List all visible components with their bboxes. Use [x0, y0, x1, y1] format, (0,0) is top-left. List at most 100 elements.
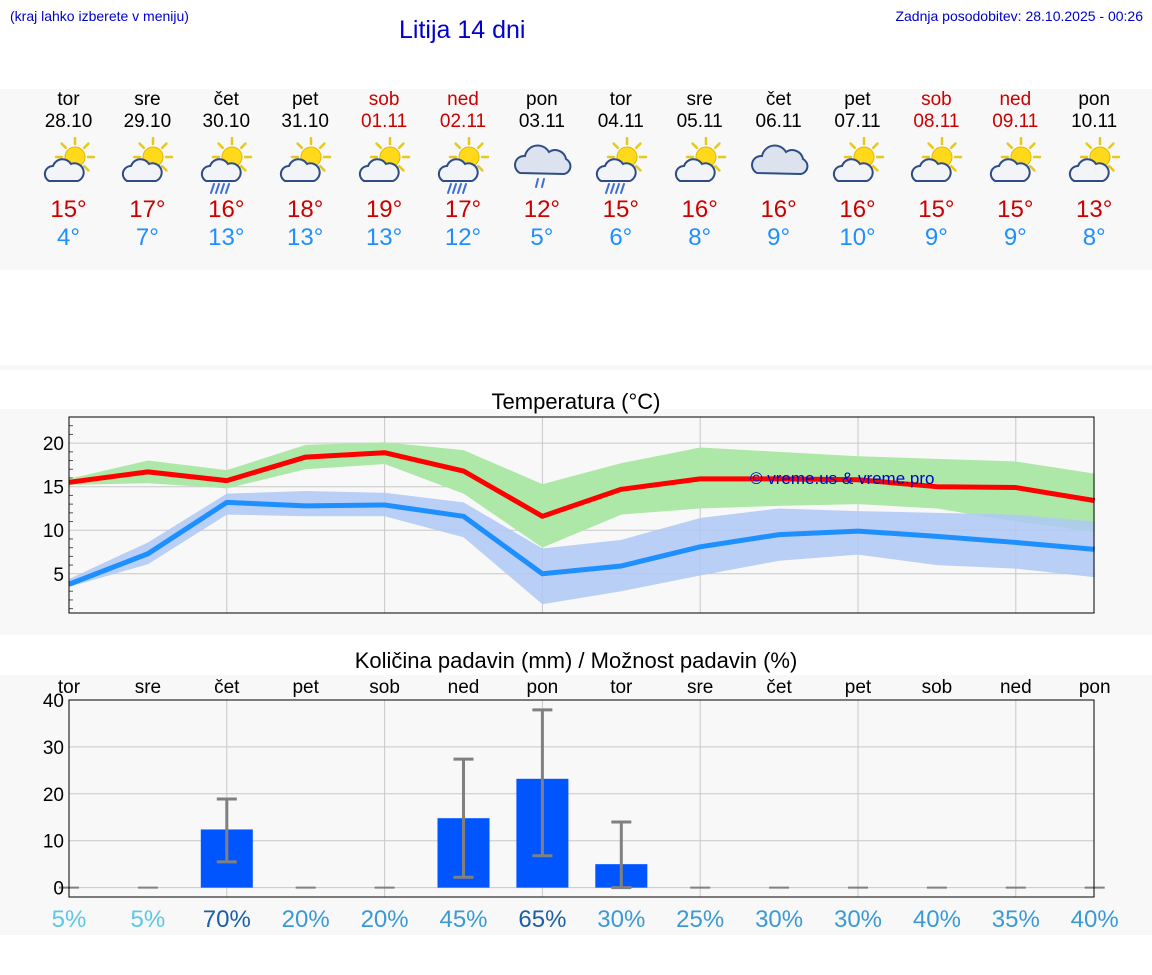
y-tick-label: 10	[43, 521, 64, 542]
day-date: 04.11	[597, 111, 644, 132]
day-name: čet	[765, 89, 792, 110]
forecast-day: čet 06.11 16° 9°	[739, 89, 818, 252]
precip-chance-label: 35%	[992, 906, 1040, 933]
temp-max: 17°	[129, 196, 166, 223]
day-date: 03.11	[518, 111, 565, 132]
y-tick-label: 15	[43, 478, 64, 499]
temp-min: 9°	[767, 224, 791, 251]
temp-max: 16°	[208, 196, 245, 223]
x-category-label: čet	[214, 677, 240, 698]
forecast-day: ned 02.11 17° 12°	[424, 89, 503, 252]
temp-min: 4°	[57, 224, 80, 251]
day-name: tor	[57, 89, 80, 110]
partly-sunny-icon	[122, 137, 174, 182]
partly-sunny-icon	[990, 137, 1042, 182]
temp-min: 8°	[1082, 224, 1106, 251]
plot-frame	[68, 416, 1095, 614]
cloudy-icon	[750, 144, 809, 176]
temp-min: 13°	[287, 224, 324, 251]
temp-min: 7°	[135, 224, 159, 251]
sun-rain-icon	[201, 137, 253, 194]
partly-sunny-icon	[280, 137, 332, 182]
day-name: tor	[609, 89, 632, 110]
x-category-label: sre	[135, 677, 161, 698]
temp-min: 13°	[365, 224, 403, 251]
temp-max: 12°	[523, 196, 561, 223]
range-band-max	[69, 442, 1095, 548]
x-category-label: čet	[766, 677, 792, 698]
series-line-min	[68, 499, 1095, 587]
page-title: Litija 14 dni	[399, 16, 526, 44]
temp-max: 13°	[1076, 196, 1113, 223]
day-name: sre	[134, 89, 161, 110]
precip-chance-label: 40%	[913, 906, 961, 933]
forecast-day: pet 31.10 18° 13°	[266, 89, 345, 252]
day-date: 07.11	[834, 111, 881, 132]
day-date: 01.11	[361, 111, 408, 132]
forecast-day: sob 08.11 15° 9°	[897, 89, 976, 252]
cloud-rain-icon	[513, 144, 572, 188]
day-date: 30.10	[202, 111, 251, 132]
plot-frame	[68, 699, 1095, 898]
precipitation-chart-title: Količina padavin (mm) / Možnost padavin …	[354, 648, 798, 673]
temperature-chart: 5 10 15 20 © vreme.us & vreme.pro	[43, 416, 1096, 614]
x-category-label: tor	[610, 677, 633, 698]
temp-min: 9°	[1003, 224, 1027, 251]
temp-min: 6°	[609, 224, 633, 251]
temp-max: 15°	[918, 196, 955, 223]
x-category-label: sre	[687, 677, 713, 698]
x-category-label: pet	[292, 677, 319, 698]
temp-max: 15°	[602, 196, 639, 223]
y-tick-label: 10	[43, 832, 64, 853]
precip-chance-label: 65%	[518, 906, 566, 933]
separator	[0, 365, 1152, 370]
day-name: pon	[1078, 89, 1111, 110]
location-hint: (kraj lahko izberete v meniju)	[10, 8, 189, 24]
precip-chance-label: 20%	[282, 906, 330, 933]
precip-chance-label: 30%	[755, 906, 803, 933]
precip-chance-label: 70%	[203, 906, 251, 933]
partly-sunny-icon	[911, 137, 963, 182]
day-date: 28.10	[44, 111, 93, 132]
y-tick-label: 5	[53, 565, 64, 586]
temp-min: 8°	[688, 224, 712, 251]
x-category-label: ned	[1000, 677, 1032, 698]
day-name: ned	[447, 89, 479, 110]
temperature-chart-title: Temperatura (°C)	[491, 389, 661, 414]
forecast-day: pon 10.11 13° 8°	[1055, 89, 1134, 252]
x-category-label: ned	[448, 677, 480, 698]
x-category-label: pon	[527, 677, 559, 698]
day-name: sob	[921, 89, 952, 110]
precip-chance-label: 25%	[676, 906, 724, 933]
forecast-day: sre 29.10 17° 7°	[108, 89, 187, 252]
temp-min: 5°	[530, 224, 554, 251]
day-name: sre	[686, 89, 713, 110]
forecast-day: tor 28.10 15° 4°	[29, 89, 108, 252]
day-name: pet	[844, 89, 871, 110]
day-date: 09.11	[992, 111, 1039, 132]
y-tick-label: 0	[53, 879, 64, 900]
temp-max: 18°	[287, 196, 324, 223]
forecast-day: sob 01.11 19° 13°	[345, 89, 424, 252]
sun-rain-icon	[437, 137, 490, 194]
sun-rain-icon	[595, 137, 648, 194]
precip-chance-label: 5%	[52, 906, 87, 933]
temp-max: 15°	[997, 196, 1034, 223]
forecast-day: ned 09.11 15° 9°	[976, 89, 1055, 252]
partly-sunny-icon	[674, 137, 726, 182]
precip-chance-label: 40%	[1071, 906, 1119, 933]
forecast-day: sre 05.11 16° 8°	[660, 89, 739, 252]
y-tick-label: 40	[43, 691, 64, 712]
forecast-day: pon 03.11 12° 5°	[502, 89, 581, 252]
temp-min: 10°	[839, 224, 876, 251]
precip-chance-label: 45%	[439, 906, 487, 933]
precip-chance-label: 30%	[597, 906, 645, 933]
temp-max: 16°	[760, 196, 797, 223]
day-date: 31.10	[281, 111, 329, 132]
day-date: 06.11	[755, 111, 802, 132]
x-category-label: tor	[58, 677, 81, 698]
partly-sunny-icon	[832, 137, 884, 182]
y-tick-label: 20	[43, 785, 64, 806]
y-tick-label: 20	[43, 434, 64, 455]
